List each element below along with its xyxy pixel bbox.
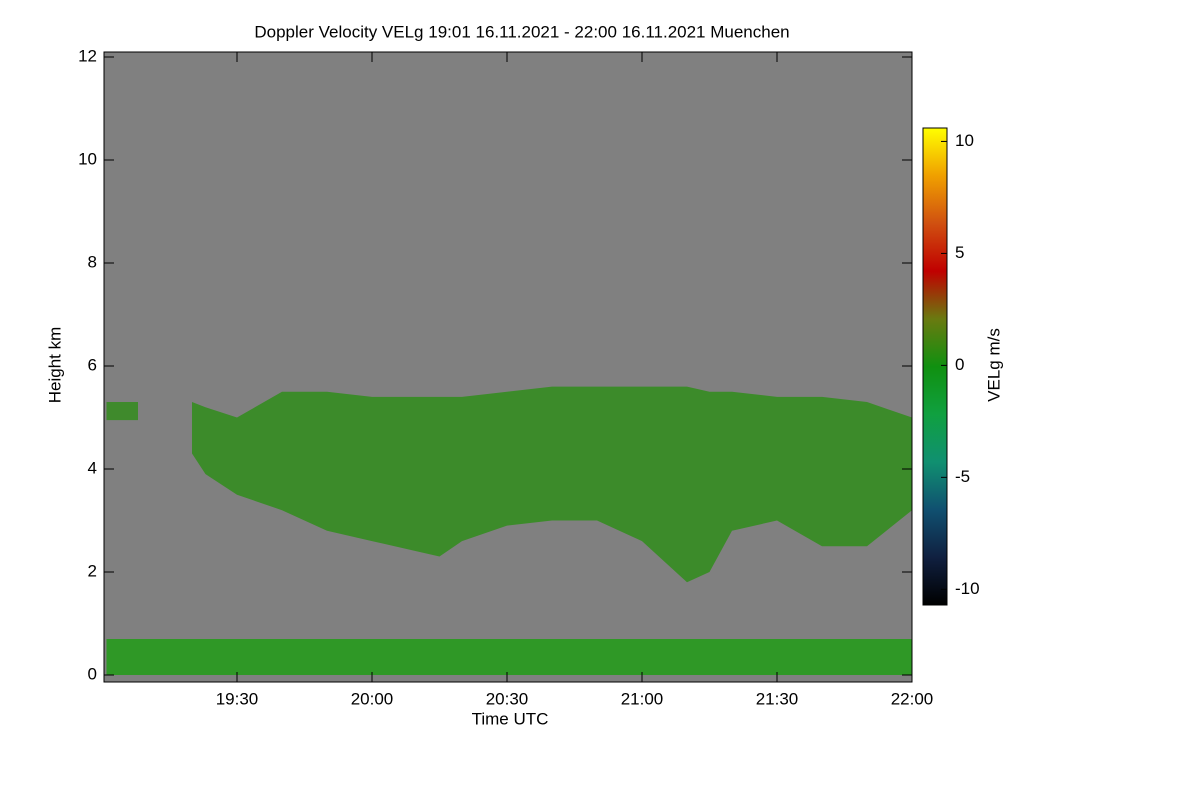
x-tick-label: 22:00 bbox=[891, 689, 934, 708]
x-axis-label: Time UTC bbox=[472, 709, 549, 728]
y-tick-label: 6 bbox=[88, 355, 97, 374]
echo-region bbox=[106, 402, 138, 421]
y-axis-label: Height km bbox=[45, 327, 64, 404]
y-tick-label: 4 bbox=[88, 458, 97, 477]
y-tick-label: 0 bbox=[88, 664, 97, 683]
colorbar-tick-label: 5 bbox=[955, 243, 964, 262]
x-tick-label: 21:30 bbox=[756, 689, 799, 708]
y-tick-label: 10 bbox=[78, 149, 97, 168]
colorbar-tick-label: -10 bbox=[955, 579, 980, 598]
echo-region bbox=[192, 386, 912, 583]
colorbar-tick-label: 10 bbox=[955, 131, 974, 150]
x-tick-label: 20:00 bbox=[351, 689, 394, 708]
chart-title: Doppler Velocity VELg 19:01 16.11.2021 -… bbox=[254, 22, 789, 41]
y-tick-label: 12 bbox=[78, 46, 97, 65]
x-tick-label: 19:30 bbox=[216, 689, 259, 708]
colorbar bbox=[922, 127, 948, 606]
plot-frame bbox=[103, 51, 913, 683]
colorbar-tick-label: 0 bbox=[955, 355, 964, 374]
x-tick-label: 20:30 bbox=[486, 689, 529, 708]
echo-region bbox=[106, 638, 912, 675]
y-tick-label: 8 bbox=[88, 252, 97, 271]
colorbar-label: VELg m/s bbox=[984, 328, 1003, 402]
y-tick-label: 2 bbox=[88, 561, 97, 580]
x-tick-label: 21:00 bbox=[621, 689, 664, 708]
colorbar-tick-label: -5 bbox=[955, 467, 970, 486]
plot-background bbox=[104, 52, 912, 682]
